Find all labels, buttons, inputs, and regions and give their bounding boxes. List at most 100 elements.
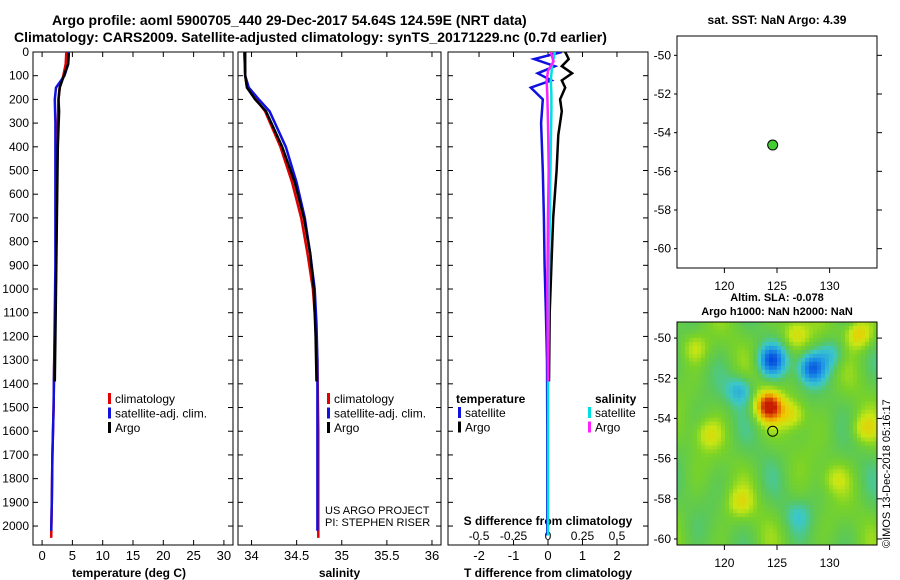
difference-series-group [528, 52, 575, 536]
sla-heatmap-cell [797, 377, 802, 383]
sla-heatmap-cell [677, 413, 682, 419]
sla-heatmap-cell [845, 489, 850, 494]
sla-heatmap-cell [709, 333, 714, 339]
sla-heatmap-cell [869, 393, 874, 399]
sla-heatmap-cell [797, 417, 802, 423]
sla-heatmap-cell [777, 413, 782, 419]
sla-heatmap-cell [729, 433, 734, 439]
sla-heatmap-cell [773, 521, 778, 526]
sla-heatmap-cell [789, 341, 794, 347]
sla-heatmap-cell [717, 405, 722, 411]
sla-heatmap-cell [797, 333, 802, 339]
sla-heatmap-cell [797, 449, 802, 455]
sla-heatmap-cell [693, 449, 698, 455]
sla-heatmap-cell [721, 449, 726, 455]
sla-heatmap-cell [677, 401, 682, 407]
sla-heatmap-cell [837, 409, 842, 415]
sla-heatmap-cell [765, 521, 770, 526]
sla-heatmap-cell [765, 417, 770, 423]
sla-heatmap-cell [681, 509, 686, 514]
sla-heatmap-cell [865, 413, 870, 419]
sla-heatmap-cell [869, 357, 874, 363]
temperature-xtick-label: 15 [126, 548, 140, 563]
temperature-legend-swatch [108, 422, 111, 433]
sla-heatmap-cell [865, 389, 870, 395]
sla-heatmap-cell [713, 401, 718, 407]
sla-heatmap-cell [793, 477, 798, 482]
sla-heatmap-cell [797, 525, 802, 530]
sla-heatmap-cell [861, 461, 866, 466]
sla-heatmap-cell [849, 509, 854, 514]
sla-heatmap-cell [705, 349, 710, 355]
sst-map-title: sat. SST: NaN Argo: 4.39 [708, 13, 847, 27]
sla-heatmap-cell [753, 417, 758, 423]
sla-heatmap-cell [801, 429, 806, 435]
sla-heatmap-cell [833, 437, 838, 443]
sla-heatmap-cell [817, 529, 822, 534]
sla-heatmap-cell [749, 457, 754, 462]
sla-heatmap-cell [701, 322, 706, 327]
difference-x-axis-label: T difference from climatology [464, 566, 632, 580]
sla-heatmap-cell [725, 361, 730, 367]
sla-heatmap-cell [805, 525, 810, 530]
sla-heatmap-cell [745, 417, 750, 423]
sla-heatmap-cell [829, 397, 834, 403]
sla-heatmap-cell [837, 365, 842, 371]
sla-heatmap-cell [685, 461, 690, 466]
sla-heatmap-cell [845, 322, 850, 327]
sla-heatmap-cell [753, 397, 758, 403]
sla-heatmap-cell [793, 485, 798, 490]
sla-heatmap-cell [773, 529, 778, 534]
sla-heatmap-cell [717, 473, 722, 478]
sla-heatmap-cell [689, 329, 694, 335]
sla-heatmap-cell [741, 529, 746, 534]
sla-heatmap-cell [793, 373, 798, 379]
sla-heatmap-cell [845, 405, 850, 411]
sla-heatmap-cell [805, 533, 810, 538]
sla-heatmap-cell [869, 417, 874, 423]
sla-heatmap-cell [705, 417, 710, 423]
sla-heatmap-cell [873, 405, 877, 411]
sla-heatmap-cell [821, 409, 826, 415]
sla-heatmap-cell [845, 401, 850, 407]
sla-heatmap-cell [821, 329, 826, 335]
sla-heatmap-cell [841, 497, 846, 502]
sla-heatmap-cell [701, 409, 706, 415]
sla-heatmap-cell [717, 341, 722, 347]
sla-heatmap-cell [725, 429, 730, 435]
sla-heatmap-cell [681, 541, 686, 545]
sla-heatmap-cell [733, 405, 738, 411]
sla-heatmap-cell [693, 409, 698, 415]
sla-heatmap-cell [841, 393, 846, 399]
sla-heatmap-cell [757, 393, 762, 399]
temperature-ytick-label: 1600 [2, 424, 29, 438]
sla-heatmap-cell [777, 469, 782, 474]
sla-heatmap-cell [717, 393, 722, 399]
sla-heatmap-cell [677, 337, 682, 343]
sla-heatmap-cell [749, 377, 754, 383]
sla-heatmap-cell [733, 541, 738, 545]
sla-heatmap-cell [685, 445, 690, 451]
sla-heatmap-cell [677, 457, 682, 462]
sla-heatmap-cell [853, 529, 858, 534]
sla-heatmap-cell [817, 329, 822, 335]
sla-heatmap-cell [809, 497, 814, 502]
sla-heatmap-cell [857, 349, 862, 355]
sla-heatmap-cell [821, 369, 826, 375]
sla-heatmap-cell [733, 361, 738, 367]
sla-heatmap-cell [705, 357, 710, 363]
sla-heatmap-cell [717, 529, 722, 534]
sla-heatmap-cell [701, 405, 706, 411]
sla-heatmap-cell [701, 485, 706, 490]
sla-heatmap-cell [761, 521, 766, 526]
sla-heatmap-cell [793, 445, 798, 451]
sla-heatmap-cell [873, 381, 877, 387]
sla-heatmap-cell [757, 365, 762, 371]
sla-heatmap-cell [817, 341, 822, 347]
sla-heatmap-cell [741, 325, 746, 331]
sla-heatmap-cell [765, 389, 770, 395]
sla-heatmap-cell [813, 529, 818, 534]
sla-heatmap-cell [769, 493, 774, 498]
sla-heatmap-cell [833, 373, 838, 379]
sla-heatmap-cell [725, 345, 730, 351]
